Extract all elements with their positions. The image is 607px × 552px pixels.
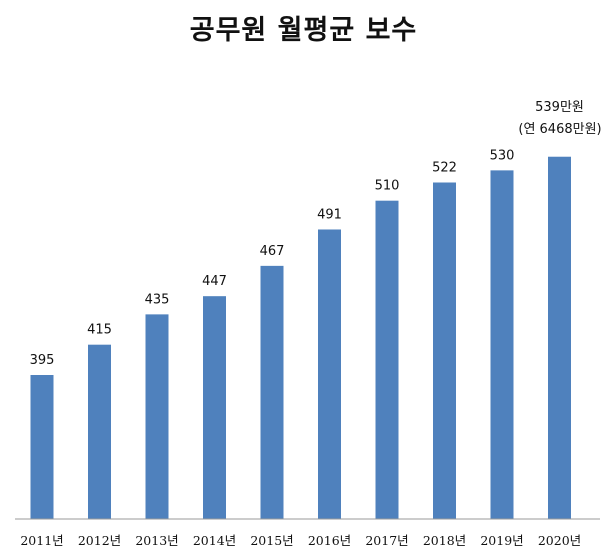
bar-2015년 — [260, 265, 284, 519]
bar-2011년 — [30, 375, 54, 519]
data-label-2018년: 522 — [432, 160, 457, 175]
bar-2016년 — [318, 229, 341, 520]
data-label-2015년: 467 — [260, 244, 285, 259]
bar-2020년 — [548, 156, 571, 519]
bar-2019년 — [490, 170, 514, 520]
data-label-2020년: 539만원 — [535, 100, 584, 115]
x-tick-2013년: 2013년 — [135, 533, 178, 548]
data-label-2016년: 491 — [317, 207, 342, 222]
x-tick-2011년: 2011년 — [20, 533, 63, 548]
x-tick-2014년: 2014년 — [193, 533, 236, 548]
data-label-2012년: 415 — [87, 323, 112, 338]
x-tick-2012년: 2012년 — [78, 533, 121, 548]
annotation-yearly: (연 6468만원) — [518, 122, 601, 137]
x-tick-2020년: 2020년 — [538, 533, 581, 548]
bar-2013년 — [145, 314, 169, 519]
x-tick-2016년: 2016년 — [308, 533, 351, 548]
bar-2017년 — [375, 200, 399, 519]
data-label-2014년: 447 — [202, 274, 227, 289]
data-label-2019년: 530 — [490, 148, 515, 163]
x-tick-2019년: 2019년 — [480, 533, 523, 548]
x-tick-2017년: 2017년 — [365, 533, 408, 548]
data-label-2011년: 395 — [30, 353, 55, 368]
bar-2012년 — [88, 344, 111, 519]
data-label-2017년: 510 — [375, 179, 400, 194]
data-label-2013년: 435 — [145, 292, 170, 307]
bar-2014년 — [203, 296, 226, 519]
x-tick-2015년: 2015년 — [250, 533, 293, 548]
x-tick-2018년: 2018년 — [423, 533, 466, 548]
chart-title: 공무원 월평균 보수 — [189, 15, 418, 46]
bar-2018년 — [433, 182, 456, 519]
